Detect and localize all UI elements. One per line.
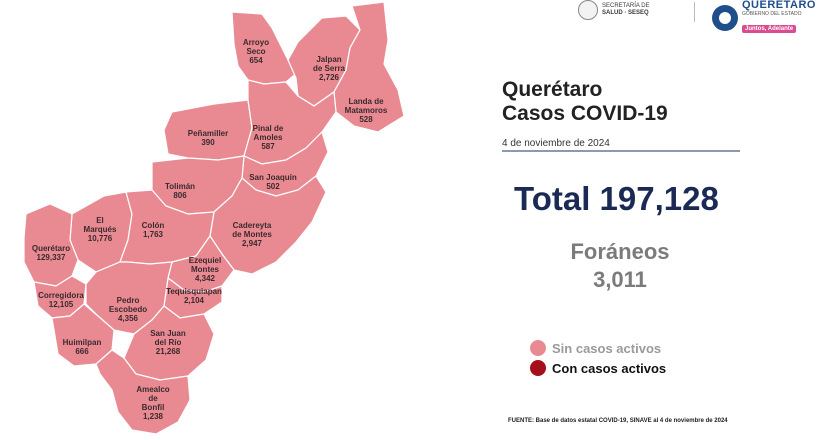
state-seal-icon — [578, 0, 598, 20]
queretaro-logo-text: QUERÉTARO GOBIERNO DEL ESTADO Juntos, Ad… — [742, 0, 816, 35]
date-underline — [502, 150, 740, 152]
header-logos: SECRETARÍA DE SALUD · SESEQ QUERÉTARO GO… — [578, 0, 840, 33]
legend: Sin casos activos Con casos activos — [530, 338, 666, 378]
queretaro-logo: QUERÉTARO GOBIERNO DEL ESTADO Juntos, Ad… — [712, 0, 816, 35]
label-pedro-escobedo: Pedro Escobedo 4,356 — [109, 296, 147, 323]
legend-label-active: Con casos activos — [552, 360, 667, 376]
region-landa — [333, 1, 405, 133]
seseq-logo: SECRETARÍA DE SALUD · SESEQ — [578, 0, 650, 20]
label-amealco: Amealco de Bonfil 1,238 — [136, 385, 169, 421]
label-toliman: Tolimán 806 — [165, 182, 195, 200]
queretaro-map: Arroyo Seco 654 Jalpan de Serra 2,726 Landa … — [23, 1, 405, 435]
label-pinal: Pinal de Amoles 587 — [253, 124, 284, 151]
report-date: 4 de noviembre de 2024 — [502, 138, 610, 149]
state-sub: GOBIERNO DEL ESTADO — [742, 11, 802, 17]
label-corregidora: Corregidora 12,105 — [38, 291, 84, 309]
map-regions — [23, 1, 405, 435]
label-arroyo-seco: Arroyo Seco 654 — [243, 38, 269, 65]
legend-dot-inactive — [530, 340, 546, 356]
label-ezequiel: Ezequiel Montes 4,342 — [189, 256, 221, 283]
foraneos-block: Foráneos 3,011 — [560, 238, 680, 294]
seseq-line1: SECRETARÍA DE — [602, 3, 650, 9]
label-san-juan: San Juan del Río 21,268 — [150, 329, 186, 356]
header-divider — [694, 2, 695, 22]
label-landa: Landa de Matamoros 528 — [345, 97, 388, 124]
seseq-line2: SALUD · SESEQ — [602, 10, 649, 16]
label-huimilpan: Huimilpan 666 — [63, 338, 102, 356]
title-line1: Querétaro — [502, 78, 603, 101]
label-penamiller: Peñamiller 390 — [188, 129, 228, 147]
foraneos-label: Foráneos — [570, 239, 670, 264]
label-el-marques: El Marqués 10,776 — [84, 216, 117, 243]
queretaro-q-icon — [712, 4, 738, 31]
label-san-joaquin: San Joaquín 502 — [249, 173, 297, 191]
slogan-badge: Juntos, Adelante — [742, 25, 797, 33]
region-amealco — [95, 349, 191, 435]
total-cases: Total 197,128 — [514, 180, 719, 217]
label-tequisquiapan: Tequisquiapan 2,104 — [166, 287, 222, 305]
legend-item-inactive: Sin casos activos — [530, 338, 666, 358]
region-huimilpan — [51, 303, 115, 367]
page-title: Querétaro Casos COVID-19 — [502, 78, 668, 126]
title-line2: Casos COVID-19 — [502, 102, 668, 125]
legend-label-inactive: Sin casos activos — [552, 340, 662, 356]
label-queretaro: Querétaro 129,337 — [32, 244, 70, 262]
source-note: FUENTE: Base de datos estatal COVID-19, … — [508, 418, 728, 424]
seseq-text: SECRETARÍA DE SALUD · SESEQ — [602, 3, 650, 17]
map-labels: Arroyo Seco 654 Jalpan de Serra 2,726 Landa … — [32, 38, 388, 421]
foraneos-value: 3,011 — [593, 267, 647, 292]
state-name: QUERÉTARO — [742, 0, 816, 11]
label-colon: Colón 1,763 — [142, 221, 165, 239]
region-arroyo-seco — [231, 11, 299, 85]
label-jalpan: Jalpan de Serra 2,726 — [313, 55, 346, 82]
legend-item-active: Con casos activos — [530, 358, 666, 378]
legend-dot-active — [530, 360, 546, 376]
label-cadereyta: Cadereyta de Montes 2,947 — [232, 221, 272, 248]
